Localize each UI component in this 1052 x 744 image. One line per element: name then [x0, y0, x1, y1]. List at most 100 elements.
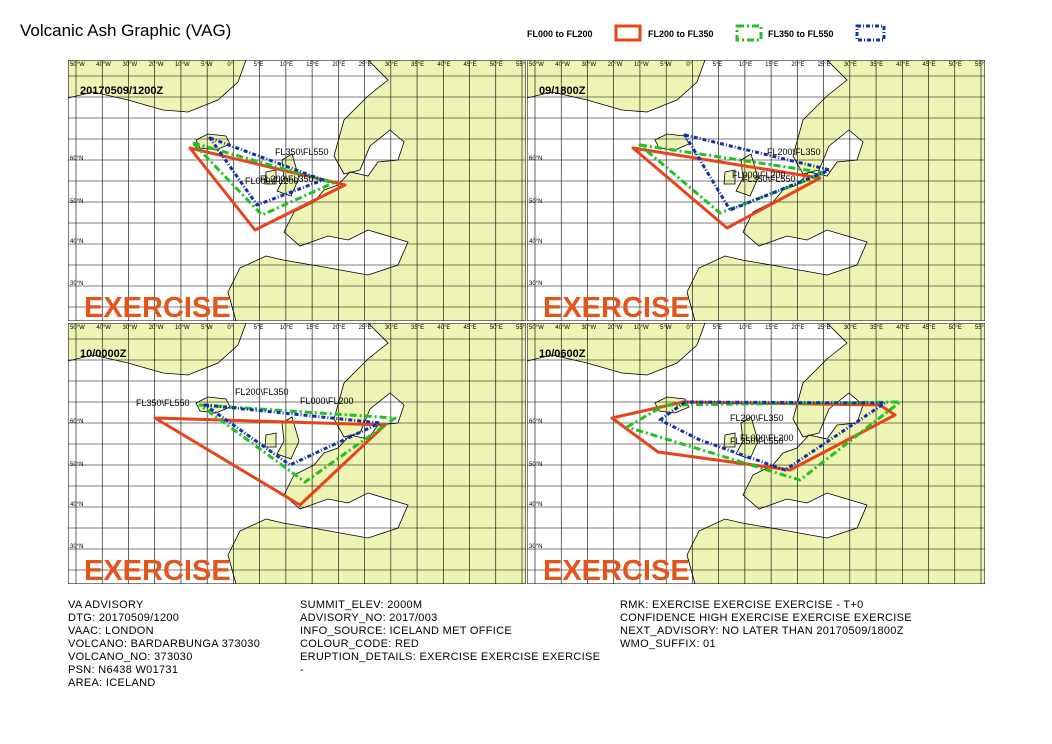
lon-label: 25°E — [359, 62, 372, 68]
lon-label: 10°W — [634, 325, 649, 331]
valid-time: 10/0600Z — [539, 348, 586, 360]
legend-label: FL200 to FL350 — [648, 29, 714, 39]
lat-label: 60°N — [529, 419, 542, 425]
lon-label: 20°E — [791, 325, 804, 331]
ash-polygon — [153, 416, 387, 507]
lon-label: 20°E — [791, 62, 804, 68]
polygon-label: FL000\FL200 — [740, 433, 794, 443]
lon-label: 20°E — [332, 62, 345, 68]
advisory-line: VA ADVISORY — [68, 599, 144, 611]
lon-label: 5°E — [713, 62, 723, 68]
lon-label: 45°E — [923, 62, 936, 68]
lon-label: 0° — [686, 62, 692, 68]
lon-label: 5°W — [660, 62, 672, 68]
lon-label: 50°W — [529, 325, 544, 331]
ash-polygon — [683, 133, 832, 212]
lon-label: 5°W — [201, 325, 213, 331]
lat-label: 50°N — [70, 462, 83, 468]
lon-label: 55°E — [516, 325, 529, 331]
lon-label: 50°W — [70, 325, 85, 331]
lon-label: 40°W — [96, 62, 111, 68]
lon-label: 10°E — [280, 62, 293, 68]
lon-label: 30°W — [581, 325, 596, 331]
lon-label: 20°E — [332, 325, 345, 331]
lon-label: 10°E — [280, 325, 293, 331]
map-content: 50°W 40°W 30°W 20°W 10°W 5°W 0° 5°E 10°E 15°E 20°E… — [527, 323, 985, 584]
lat-label: 40°N — [70, 239, 83, 245]
map-panel: 50°W 40°W 30°W 20°W 10°W 5°W 0° 5°E 10°E 15°E 20°E… — [527, 323, 985, 584]
legend-label: FL000 to FL200 — [527, 29, 593, 39]
lat-label: 30°N — [529, 544, 542, 550]
polygon-label: FL350\FL550 — [136, 398, 190, 408]
legend-swatch — [735, 24, 763, 42]
lon-label: 25°E — [359, 325, 372, 331]
lon-label: 0° — [227, 325, 233, 331]
lon-label: 40°W — [555, 62, 570, 68]
map-panel: 50°W 40°W 30°W 20°W 10°W 5°W 0° 5°E 10°E 15°E 20°E… — [68, 60, 529, 321]
lat-label: 40°N — [529, 502, 542, 508]
legend-swatch — [855, 24, 886, 42]
lon-label: 45°E — [923, 325, 936, 331]
polygon-label: FL200\FL350 — [767, 147, 821, 157]
lat-label: 60°N — [70, 419, 83, 425]
exercise-stamp: EXERCISE — [84, 555, 231, 587]
lon-label: 40°W — [96, 325, 111, 331]
advisory-line: DTG: 20170509/1200 — [68, 612, 179, 624]
advisory-line: COLOUR_CODE: RED — [300, 638, 419, 650]
polygon-label: FL000\FL200 — [732, 170, 786, 180]
lon-label: 15°E — [765, 325, 778, 331]
basemap — [68, 60, 526, 321]
lon-label: 35°E — [870, 62, 883, 68]
advisory-line: AREA: ICELAND — [68, 677, 156, 689]
polygon-label: FL000\FL200 — [245, 176, 299, 186]
lon-label: 50°E — [949, 325, 962, 331]
lat-label: 50°N — [529, 199, 542, 205]
map-content: 50°W 40°W 30°W 20°W 10°W 5°W 0° 5°E 10°E 15°E 20°E… — [68, 60, 529, 321]
advisory-line: VOLCANO_NO: 373030 — [68, 651, 193, 663]
advisory-line: CONFIDENCE HIGH EXERCISE EXERCISE EXERCI… — [620, 612, 912, 624]
ash-polygon — [631, 146, 822, 230]
legend: FL000 to FL200 FL200 to FL350 FL350 to F… — [527, 24, 886, 42]
lon-label: 35°E — [411, 325, 424, 331]
polygon-label: FL000\FL200 — [300, 396, 354, 406]
polygon-label: FL350\FL550 — [275, 147, 329, 157]
lon-label: 15°E — [306, 325, 319, 331]
valid-time: 10/0000Z — [80, 348, 127, 360]
polygon-label: FL350\FL550 — [730, 436, 784, 446]
lon-label: 20°W — [608, 325, 623, 331]
lat-label: 30°N — [529, 281, 542, 287]
lat-label: 30°N — [70, 281, 83, 287]
lon-label: 15°E — [765, 62, 778, 68]
lon-label: 5°W — [660, 325, 672, 331]
basemap — [527, 60, 985, 321]
lon-label: 0° — [227, 62, 233, 68]
polygon-label: FL350\FL550 — [742, 174, 796, 184]
ash-polygon — [203, 403, 382, 467]
lon-label: 30°E — [844, 325, 857, 331]
title: Volcanic Ash Graphic (VAG) — [20, 21, 231, 40]
legend-swatch — [614, 24, 642, 42]
lon-label: 10°W — [175, 325, 190, 331]
lat-label: 60°N — [529, 156, 542, 162]
advisory-line: SUMMIT_ELEV: 2000M — [300, 599, 422, 611]
lon-label: 40°E — [437, 62, 450, 68]
ash-polygon — [188, 146, 347, 232]
lon-label: 10°W — [175, 62, 190, 68]
map-panel: 50°W 40°W 30°W 20°W 10°W 5°W 0° 5°E 10°E 15°E 20°E… — [68, 323, 529, 587]
lon-label: 20°W — [149, 62, 164, 68]
lon-label: 45°E — [464, 62, 477, 68]
lon-label: 5°E — [254, 62, 264, 68]
lon-label: 20°W — [149, 325, 164, 331]
lon-label: 55°E — [975, 62, 988, 68]
map-content: 50°W 40°W 30°W 20°W 10°W 5°W 0° 5°E 10°E 15°E 20°E… — [68, 323, 529, 587]
lon-label: 30°W — [122, 62, 137, 68]
lon-label: 55°E — [516, 62, 529, 68]
advisory-line: ERUPTION_DETAILS: EXERCISE EXERCISE EXER… — [300, 651, 600, 663]
lon-label: 5°W — [201, 62, 213, 68]
lat-label: 30°N — [70, 544, 83, 550]
advisory-line: - — [300, 664, 304, 676]
lon-label: 50°W — [529, 62, 544, 68]
lon-label: 10°W — [634, 62, 649, 68]
lat-label: 50°N — [529, 462, 542, 468]
